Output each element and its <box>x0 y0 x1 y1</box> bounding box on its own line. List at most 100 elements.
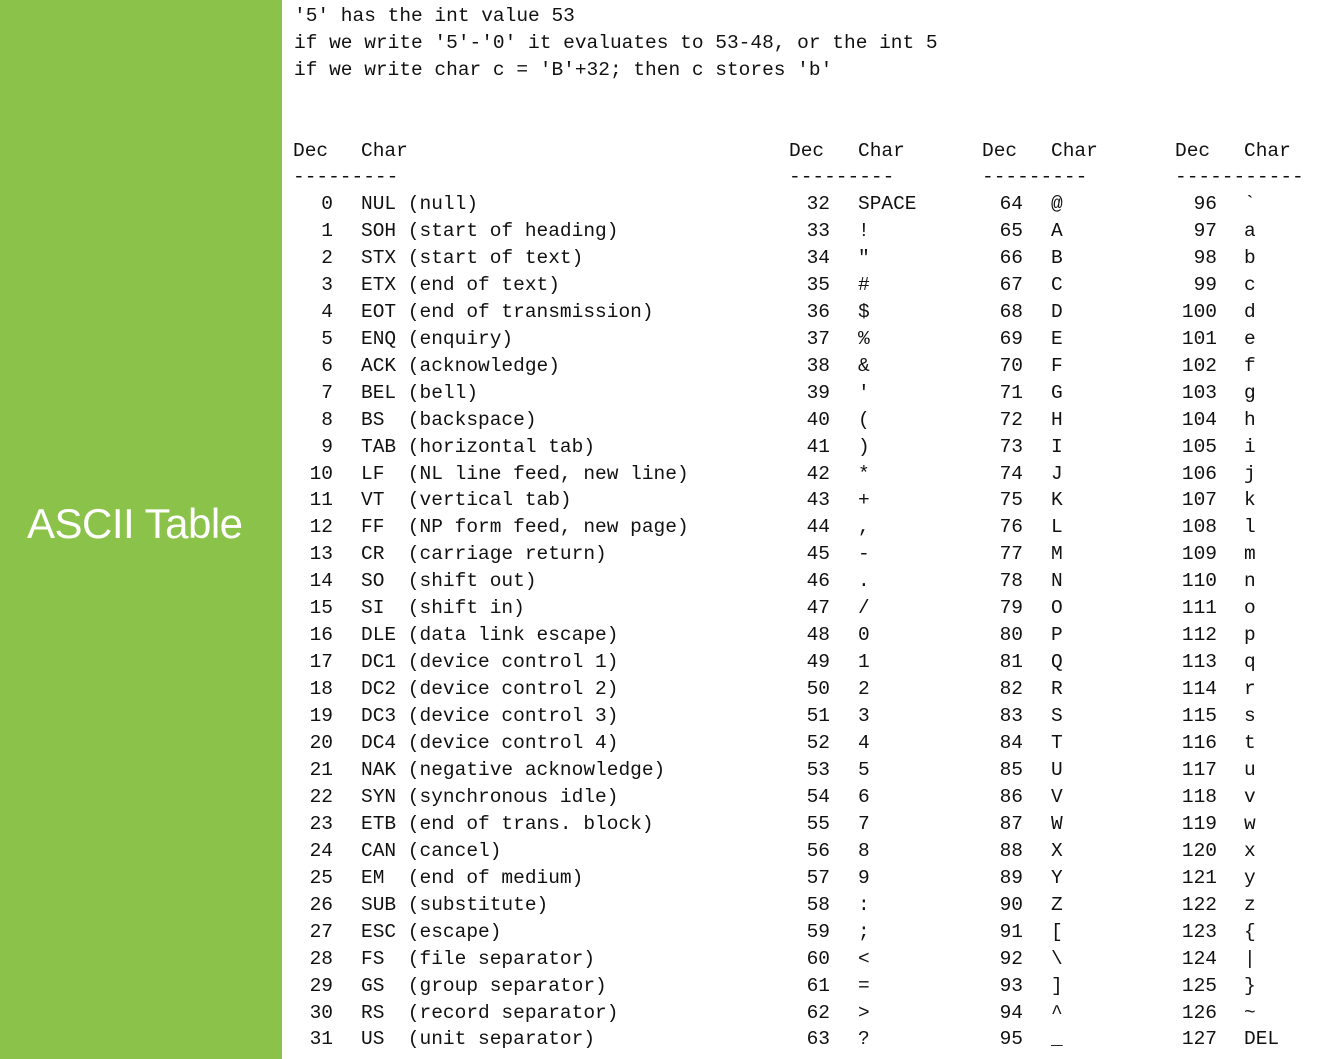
table-cell-dec: 90 <box>999 893 1023 916</box>
table-cell-char: ' <box>858 381 870 404</box>
table-cell-dec: 113 <box>1181 651 1217 674</box>
table-cell-char: VT (vertical tab) <box>361 489 572 512</box>
table-cell-char: N <box>1051 570 1063 593</box>
table-cell-char: p <box>1244 624 1256 647</box>
table-cell-char: v <box>1244 785 1256 808</box>
table-cell-char: l <box>1244 516 1256 539</box>
table-cell-dec: 62 <box>806 1001 830 1024</box>
table-cell-char: q <box>1244 651 1256 674</box>
column-header-dec: Dec <box>982 140 1018 162</box>
table-cell-char: ; <box>858 920 870 943</box>
table-cell-dec: 10 <box>309 462 333 485</box>
table-cell-dec: 97 <box>1193 219 1217 242</box>
table-cell-dec: 49 <box>806 651 830 674</box>
table-cell-dec: 81 <box>999 651 1023 674</box>
table-cell-dec: 29 <box>309 974 333 997</box>
table-cell-char: ? <box>858 1028 870 1051</box>
table-cell-char: CAN (cancel) <box>361 839 502 862</box>
table-cell-char: BEL (bell) <box>361 381 479 404</box>
table-cell-dec: 95 <box>999 1028 1023 1051</box>
table-cell-dec: 104 <box>1181 408 1217 431</box>
note-line: if we write '5'-'0' it evaluates to 53-4… <box>294 32 938 54</box>
table-cell-char: GS (group separator) <box>361 974 607 997</box>
table-cell-dec: 14 <box>309 570 333 593</box>
table-cell-char: RS (record separator) <box>361 1001 619 1024</box>
table-cell-dec: 33 <box>806 219 830 242</box>
table-cell-char: ACK (acknowledge) <box>361 354 560 377</box>
table-cell-dec: 86 <box>999 785 1023 808</box>
table-cell-dec: 115 <box>1181 705 1217 728</box>
table-cell-char: ETX (end of text) <box>361 273 560 296</box>
table-cell-dec: 120 <box>1181 839 1217 862</box>
table-cell-char: g <box>1244 381 1256 404</box>
table-cell-dec: 119 <box>1181 812 1217 835</box>
table-cell-dec: 23 <box>309 812 333 835</box>
table-cell-dec: 96 <box>1193 193 1217 215</box>
table-cell-dec: 60 <box>806 947 830 970</box>
table-cell-char: ESC (escape) <box>361 920 502 943</box>
table-cell-dec: 45 <box>806 543 830 566</box>
table-cell-dec: 34 <box>806 246 830 269</box>
table-cell-dec: 126 <box>1181 1001 1217 1024</box>
table-cell-dec: 124 <box>1181 947 1217 970</box>
table-cell-dec: 35 <box>806 273 830 296</box>
table-cell-dec: 58 <box>806 893 830 916</box>
table-cell-dec: 55 <box>806 812 830 835</box>
table-cell-dec: 117 <box>1181 758 1217 781</box>
table-cell-char: r <box>1244 678 1256 701</box>
slide-title: ASCII Table <box>27 500 243 547</box>
table-cell-dec: 9 <box>321 435 333 458</box>
table-cell-char: ETB (end of trans. block) <box>361 812 654 835</box>
table-cell-char: b <box>1244 246 1256 269</box>
table-cell-dec: 111 <box>1181 597 1217 620</box>
table-cell-dec: 66 <box>999 246 1023 269</box>
table-cell-char: / <box>858 597 870 620</box>
table-cell-char: x <box>1244 839 1256 862</box>
table-cell-dec: 51 <box>806 705 830 728</box>
table-cell-dec: 100 <box>1181 300 1217 323</box>
table-cell-char: SOH (start of heading) <box>361 219 619 242</box>
table-cell-dec: 4 <box>321 300 333 323</box>
table-cell-char: } <box>1244 974 1256 997</box>
table-cell-char: < <box>858 947 870 970</box>
table-cell-dec: 25 <box>309 866 333 889</box>
table-cell-dec: 109 <box>1181 543 1217 566</box>
column-separator: --------- <box>982 166 1088 188</box>
table-cell-dec: 2 <box>321 246 333 269</box>
table-cell-dec: 44 <box>806 516 830 539</box>
table-cell-char: ( <box>858 408 870 431</box>
table-cell-char: NAK (negative acknowledge) <box>361 758 666 781</box>
table-cell-char: C <box>1051 273 1063 296</box>
table-cell-dec: 98 <box>1193 246 1217 269</box>
table-cell-char: @ <box>1051 193 1063 215</box>
table-cell-char: + <box>858 489 870 512</box>
note-line: if we write char c = 'B'+32; then c stor… <box>294 59 833 81</box>
table-cell-dec: 68 <box>999 300 1023 323</box>
table-cell-dec: 28 <box>309 947 333 970</box>
table-cell-char: k <box>1244 489 1256 512</box>
table-cell-dec: 85 <box>999 758 1023 781</box>
table-cell-char: , <box>858 516 870 539</box>
table-cell-dec: 88 <box>999 839 1023 862</box>
table-cell-dec: 36 <box>806 300 830 323</box>
table-cell-char: 9 <box>858 866 870 889</box>
table-cell-dec: 52 <box>806 732 830 754</box>
table-cell-dec: 46 <box>806 570 830 593</box>
table-cell-dec: 122 <box>1181 893 1217 916</box>
table-cell-dec: 63 <box>806 1028 830 1051</box>
table-cell-dec: 43 <box>806 489 830 512</box>
table-cell-dec: 40 <box>806 408 830 431</box>
table-cell-dec: 69 <box>999 327 1023 350</box>
table-cell-char: TAB (horizontal tab) <box>361 435 596 458</box>
table-cell-dec: 70 <box>999 354 1023 377</box>
ascii-table-content: '5' has the int value 53 if we write '5'… <box>282 0 1342 1059</box>
table-cell-char: : <box>858 893 870 916</box>
table-cell-char: m <box>1244 543 1256 566</box>
table-cell-dec: 13 <box>309 543 333 566</box>
table-cell-dec: 78 <box>999 570 1023 593</box>
table-cell-dec: 37 <box>806 327 830 350</box>
table-cell-char: E <box>1051 327 1063 350</box>
table-cell-dec: 112 <box>1181 624 1217 647</box>
table-cell-dec: 106 <box>1181 462 1217 485</box>
table-cell-char: o <box>1244 597 1256 620</box>
